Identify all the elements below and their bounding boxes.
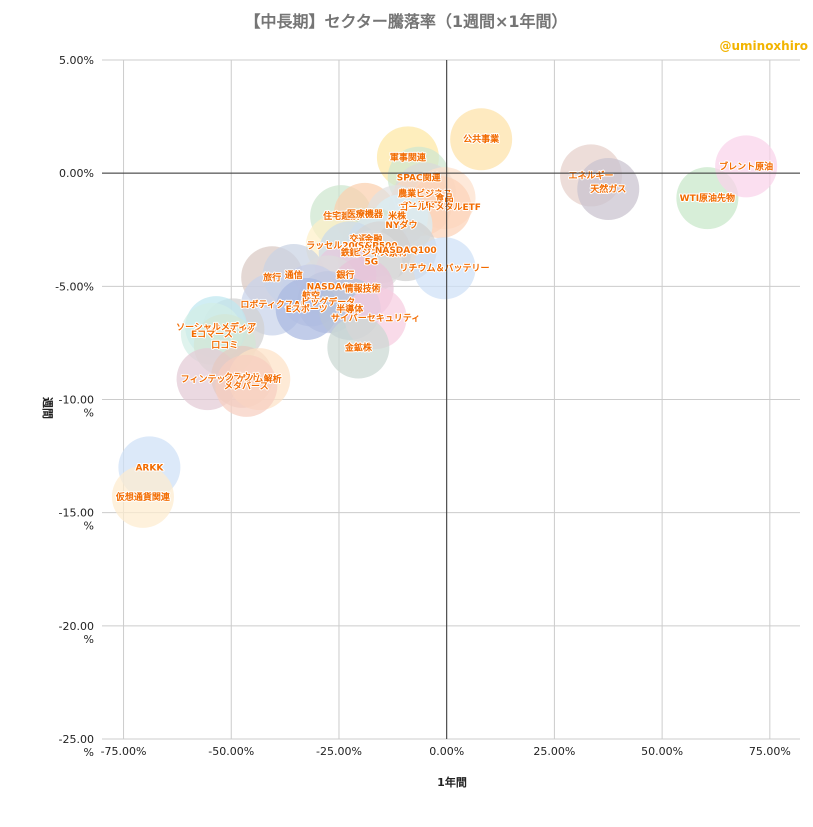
data-point-label: ゴールドメタルETF	[400, 201, 481, 213]
data-point-label: SPAC関連	[397, 172, 442, 184]
data-point-label: フィンテック	[181, 374, 235, 385]
x-tick-label: 0.00%	[429, 745, 464, 758]
data-point	[715, 135, 778, 198]
data-point	[450, 108, 513, 171]
data-point-label: 半導体	[336, 303, 364, 315]
data-point-label: S&P500	[358, 242, 398, 252]
data-point	[215, 354, 278, 417]
data-point-label: 軍事関連	[390, 151, 427, 163]
x-tick-label: -25.00%	[316, 745, 362, 758]
data-point-label: 金融	[363, 233, 382, 245]
y-axis-title: 週間	[41, 397, 55, 419]
data-point-label: ソーシャルメディア	[176, 321, 256, 333]
y-tick-label: 0.00%	[59, 167, 94, 180]
data-point-label: 情報技術	[344, 283, 381, 295]
data-point-label: 銀行	[336, 269, 354, 281]
data-point-label: 金鉱株	[344, 341, 373, 353]
x-tick-label: -75.00%	[101, 745, 147, 758]
data-point-label: 5G	[364, 257, 378, 267]
data-point-label: NASDAQ100	[375, 246, 437, 256]
x-axis-title: 1年間	[437, 775, 467, 789]
y-tick-label: -20.00%	[59, 620, 94, 646]
data-point-label: NASDAQ	[307, 282, 350, 292]
data-point-label: 米株	[387, 210, 407, 222]
data-point	[111, 465, 174, 528]
data-point-label: メタバース	[224, 380, 269, 392]
data-point-label: 住宅建設	[323, 210, 360, 222]
data-point-label: 天然ガス	[590, 183, 626, 195]
axes	[102, 60, 800, 739]
data-point-label: ブレント原油	[719, 160, 773, 172]
data-point-label: リチウム＆バッテリー	[400, 263, 490, 274]
data-point-label: 通信	[285, 269, 303, 281]
x-tick-label: -50.00%	[208, 745, 254, 758]
data-point-label: エネルギー	[569, 169, 614, 181]
y-tick-label: -15.00%	[59, 507, 94, 533]
data-point-label: ゲノム解析	[237, 373, 282, 385]
y-tick-label: 5.00%	[59, 54, 94, 67]
data-point-label: Eコマース	[191, 329, 233, 340]
data-point-label: 食品	[435, 192, 454, 204]
data-point-label: ラッセル2000	[306, 241, 367, 252]
data-point-label: 航空	[302, 289, 320, 301]
x-tick-label: 25.00%	[533, 745, 575, 758]
data-point-label: 仮想通貨関連	[115, 491, 171, 503]
tick-labels: -75.00% -50.00% -25.00% 0.00% 25.00% 50.00% 75…	[55, 54, 791, 759]
y-tick-label: -25.00%	[59, 733, 94, 759]
data-point-label: WTI原油先物	[680, 192, 735, 204]
data-point-label: インドETF	[398, 200, 443, 211]
chart-credit: @uminoxhiro	[719, 39, 808, 53]
data-point-label: 旅行	[263, 271, 281, 283]
data-point-label: 農業ビジネス	[398, 188, 452, 200]
data-point-label: 鉄鋼	[341, 246, 359, 258]
data-point-label: ビッグデータ	[301, 296, 355, 308]
data-point-label: 交通	[349, 233, 367, 245]
data-point-label: ロボティクスAI	[240, 298, 304, 310]
data-point-label: ARKK	[135, 463, 164, 473]
data-point-label: 口コミ	[211, 340, 238, 351]
data-point	[413, 237, 476, 300]
x-tick-label: 50.00%	[641, 745, 683, 758]
data-point-label: クラウド	[224, 372, 260, 383]
data-point-label: サイバーセキュリティ	[331, 313, 420, 324]
data-point	[327, 316, 390, 379]
data-point-label: ゲーミング	[211, 323, 256, 335]
data-point-label: NYダウ	[385, 219, 417, 231]
data-point	[275, 277, 338, 340]
data-point-label: Eスポーツ	[286, 303, 328, 315]
y-tick-label: -10.00%	[59, 394, 94, 420]
x-tick-label: 75.00%	[749, 745, 791, 758]
data-point-label: 公共事業	[463, 133, 500, 145]
chart-title: 【中長期】セクター騰落率（1週間×1年間）	[244, 12, 567, 31]
data-point-label: ビジネス素材	[353, 246, 407, 258]
y-tick-label: -5.00%	[55, 280, 94, 293]
data-point-label: 医療機器	[347, 208, 384, 220]
